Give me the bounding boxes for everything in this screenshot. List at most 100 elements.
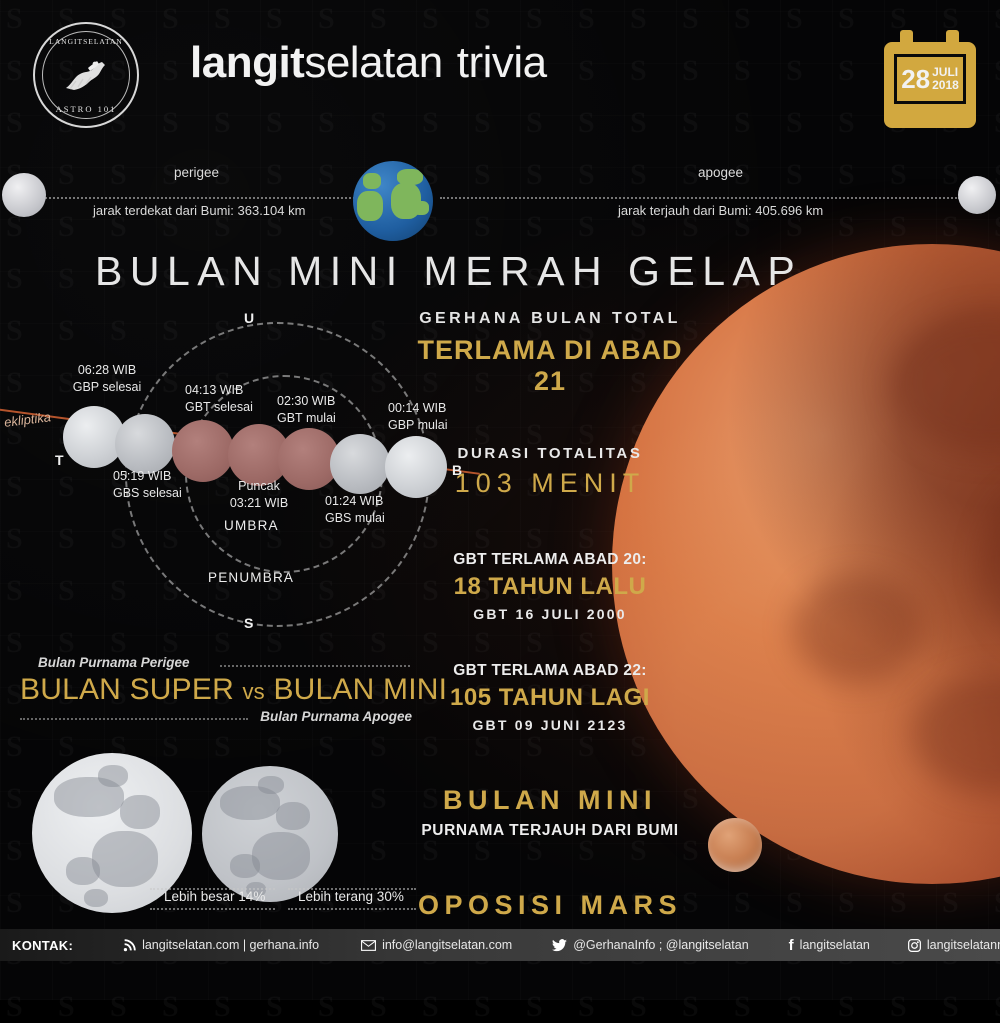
- footer-item-twitter[interactable]: @GerhanaInfo ; @langitselatan: [552, 938, 749, 952]
- eclipse-moon-gbp-selesai: [63, 406, 125, 468]
- footer-email-text: info@langitselatan.com: [382, 938, 513, 952]
- phase-event: GBT mulai: [277, 410, 336, 425]
- century22-detail: GBT 09 JUNI 2123: [472, 717, 628, 733]
- mini-moon-sub: PURNAMA TERJAUH DARI BUMI: [421, 822, 679, 839]
- watermark-s: S: [786, 888, 803, 918]
- phase-time: 02:30 WIB: [277, 394, 336, 408]
- headline-main: TERLAMA DI ABAD 21: [417, 335, 683, 396]
- watermark-s: S: [266, 992, 283, 1022]
- caption-line-bright-top: [288, 888, 416, 890]
- moon-icon-apogee: [958, 176, 996, 214]
- watermark-s: S: [370, 836, 387, 866]
- footer-instagram-text: langitselatanmedia: [926, 938, 1000, 952]
- cardinal-north: U: [244, 310, 255, 326]
- eclipse-moon-gbs-mulai: [330, 434, 390, 494]
- cardinal-south: S: [244, 615, 254, 631]
- apogee-detail: jarak terjauh dari Bumi: 405.696 km: [618, 203, 824, 218]
- watermark-s: S: [110, 992, 127, 1022]
- cardinal-west: T: [55, 452, 64, 468]
- minimoon-disc: [202, 766, 338, 902]
- eclipse-moon-gbp-mulai: [385, 436, 447, 498]
- watermark-s: S: [474, 992, 491, 1022]
- watermark-s: S: [994, 888, 1000, 918]
- phase-label-gbt-selesai: 04:13 WIB GBT selesai: [185, 382, 275, 415]
- footer-item-email[interactable]: info@langitselatan.com: [361, 938, 512, 952]
- phase-label-gbs-mulai: 01:24 WIB GBS mulai: [325, 493, 417, 526]
- mini-moon-title: BULAN MINI: [443, 785, 657, 815]
- wordmark-trivia: trivia: [456, 38, 547, 87]
- phase-event: GBP mulai: [388, 417, 448, 432]
- watermark-s: S: [214, 732, 231, 762]
- eclipse-moon-gbt-mulai: [278, 428, 340, 490]
- perigee-detail: jarak terdekat dari Bumi: 363.104 km: [93, 203, 306, 218]
- phase-label-gbs-selesai: 05:19 WIB GBS selesai: [113, 468, 203, 501]
- calendar-body: 28 JULI 2018: [884, 42, 976, 128]
- century22-label: GBT TERLAMA ABAD 22:: [453, 662, 647, 679]
- moon-icon-perigee: [2, 173, 46, 217]
- phase-time: 00:14 WIB: [388, 401, 447, 415]
- apogee-label: apogee: [698, 165, 744, 180]
- watermark-s: S: [266, 732, 283, 762]
- caption-bright: Lebih terang 30%: [298, 889, 404, 904]
- facebook-icon: f: [788, 936, 794, 954]
- svm-bottom-caption: Bulan Purnama Apogee: [260, 709, 412, 724]
- watermark-s: S: [6, 264, 23, 294]
- calendar-screen: 28 JULI 2018: [894, 54, 966, 104]
- orbit-line-left: [42, 197, 362, 199]
- penumbra-label: PENUMBRA: [208, 570, 295, 585]
- footer-item-instagram[interactable]: langitselatanmedia: [907, 938, 1000, 952]
- watermark-s: S: [734, 992, 751, 1022]
- watermark-s: S: [890, 888, 907, 918]
- phase-event: GBS mulai: [325, 510, 385, 525]
- svm-bottom-dotline: [20, 718, 248, 720]
- umbra-label: UMBRA: [224, 518, 279, 533]
- logo-inner-ring: [42, 31, 130, 119]
- caption-line-size-left: [150, 908, 275, 910]
- footer-website-text: langitselatan.com | gerhana.info: [142, 938, 320, 952]
- perigee-apogee-band: perigee jarak terdekat dari Bumi: 363.10…: [0, 155, 1000, 250]
- watermark-s: S: [214, 992, 231, 1022]
- watermark-s: S: [6, 992, 23, 1022]
- watermark-s: S: [578, 992, 595, 1022]
- watermark-s: S: [370, 732, 387, 762]
- duration-label: DURASI TOTALITAS: [457, 445, 643, 462]
- perigee-label: perigee: [174, 165, 220, 180]
- century20-detail: GBT 16 JULI 2000: [473, 606, 627, 622]
- svm-title-left: BULAN SUPER: [20, 673, 234, 706]
- phase-event: GBP selesai: [72, 379, 142, 394]
- footer-contact-bar: KONTAK: langitselatan.com | gerhana.info…: [0, 929, 1000, 961]
- caption-line-size-top: [150, 888, 275, 890]
- super-vs-mini-section: Bulan Purnama Perigee BULAN SUPER vs BUL…: [20, 655, 447, 729]
- footer-item-website[interactable]: langitselatan.com | gerhana.info: [123, 938, 319, 952]
- century20-label: GBT TERLAMA ABAD 20:: [453, 551, 647, 568]
- mail-icon: [361, 939, 377, 951]
- wordmark: langitselatan trivia: [190, 38, 547, 88]
- svm-title-vs: vs: [242, 679, 265, 704]
- watermark-s: S: [6, 836, 23, 866]
- wordmark-light: selatan: [304, 38, 443, 87]
- phase-time: 06:28 WIB: [77, 363, 137, 377]
- watermark-s: S: [994, 992, 1000, 1022]
- footer-facebook-text: langitselatan: [799, 938, 870, 952]
- instagram-icon: [907, 938, 921, 952]
- phase-label-gbp-mulai: 00:14 WIB GBP mulai: [388, 400, 480, 433]
- headline-kicker: GERHANA BULAN TOTAL: [419, 310, 681, 327]
- supermoon-disc: [32, 753, 192, 913]
- watermark-s: S: [370, 992, 387, 1022]
- phase-event: GBS selesai: [113, 485, 182, 500]
- watermark-s: S: [942, 992, 959, 1022]
- orbit-line-right: [440, 197, 960, 199]
- watermark-s: S: [838, 992, 855, 1022]
- footer-item-facebook[interactable]: f langitselatan: [789, 937, 870, 954]
- watermark-s: S: [786, 992, 803, 1022]
- peak-time: 03:21 WIB: [229, 495, 289, 510]
- watermark-s: S: [58, 992, 75, 1022]
- langitselatan-logo: LANGITSELATAN ASTRO 101: [33, 22, 139, 128]
- watermark-s: S: [58, 264, 75, 294]
- watermark-s: S: [526, 992, 543, 1022]
- watermark-s: S: [942, 888, 959, 918]
- right-info-column: GERHANA BULAN TOTAL TERLAMA DI ABAD 21 D…: [400, 310, 700, 945]
- century22-value: 105 TAHUN LAGI: [450, 684, 650, 711]
- phase-label-gbp-selesai: 06:28 WIB GBP selesai: [62, 362, 152, 395]
- watermark-s: S: [630, 992, 647, 1022]
